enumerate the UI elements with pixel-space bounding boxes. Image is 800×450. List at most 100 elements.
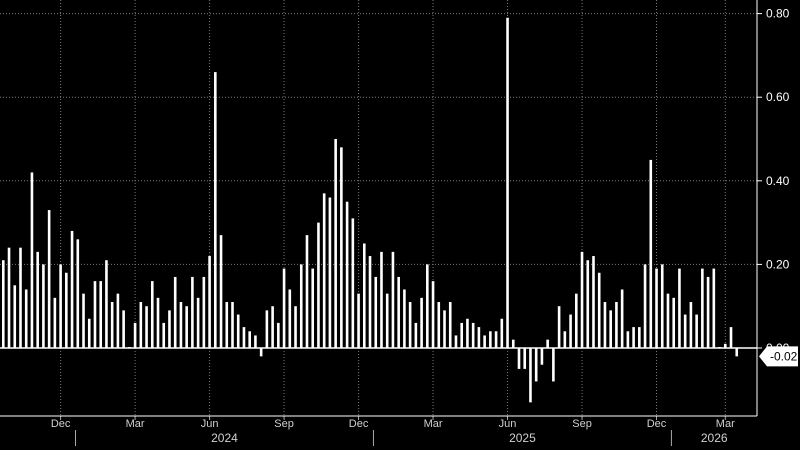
bar — [557, 306, 561, 348]
x-tick-label: Mar — [126, 418, 145, 430]
bar — [511, 339, 515, 348]
bar — [248, 331, 251, 348]
bar — [65, 272, 68, 348]
last-value-label: -0.02 — [770, 349, 798, 363]
bar — [615, 302, 618, 348]
x-tick-label: Sep — [572, 418, 592, 430]
bar — [322, 193, 326, 348]
bar — [288, 289, 292, 348]
last-value-marker: -0.02 — [759, 346, 798, 367]
y-tick-label: 0.80 — [766, 7, 790, 21]
bar — [426, 264, 429, 348]
bar — [196, 297, 200, 348]
bar — [443, 310, 446, 348]
bar — [494, 331, 498, 348]
bar — [340, 147, 343, 348]
bar — [2, 260, 5, 348]
bar — [523, 348, 527, 369]
bar — [471, 322, 475, 348]
bar — [414, 322, 418, 348]
bar — [460, 322, 463, 348]
bar — [666, 293, 670, 348]
bar — [632, 327, 635, 348]
bar — [299, 264, 303, 348]
bar — [122, 310, 125, 348]
bar — [219, 235, 223, 348]
bar — [448, 302, 452, 348]
bar — [7, 247, 11, 348]
bar — [403, 289, 406, 348]
bar — [13, 285, 17, 348]
bar — [133, 322, 137, 348]
bar — [168, 310, 171, 348]
bar — [93, 281, 97, 348]
bar — [282, 268, 286, 348]
bar — [105, 260, 108, 348]
bar — [454, 335, 458, 348]
y-tick-label: 0.40 — [766, 174, 790, 188]
bar — [254, 335, 257, 348]
bar — [202, 276, 206, 348]
bar — [500, 318, 504, 348]
bar — [242, 327, 246, 348]
bar — [683, 314, 687, 348]
bar — [437, 302, 441, 348]
bar — [397, 276, 400, 348]
bar — [294, 306, 297, 348]
bars — [2, 17, 739, 403]
bar — [408, 302, 412, 348]
bar — [529, 348, 532, 403]
x-tick-label: Sep — [274, 418, 294, 430]
bar — [76, 239, 80, 348]
bar — [540, 348, 544, 365]
bar — [82, 293, 85, 348]
bar — [672, 297, 676, 348]
bar — [42, 264, 45, 348]
bar — [718, 347, 721, 348]
bar — [214, 72, 217, 349]
year-label: 2026 — [701, 431, 728, 445]
bar — [706, 276, 710, 348]
bar — [689, 302, 693, 348]
bar — [99, 281, 103, 348]
bar — [368, 256, 372, 348]
bar — [431, 281, 435, 348]
bar — [191, 276, 194, 348]
bar — [179, 302, 183, 348]
bar — [317, 222, 320, 348]
bar — [638, 327, 641, 348]
bar — [723, 343, 727, 348]
bar — [271, 306, 274, 348]
bar — [145, 306, 148, 348]
bar — [380, 251, 383, 348]
bar — [351, 218, 355, 348]
bar — [391, 251, 395, 348]
bar — [139, 302, 143, 348]
bar — [729, 327, 733, 348]
bar — [150, 281, 154, 348]
bar — [660, 264, 664, 348]
bar — [259, 348, 263, 357]
x-tick-label: Jun — [201, 418, 219, 430]
bar — [506, 17, 509, 349]
x-tick-label: Dec — [647, 418, 667, 430]
bar — [546, 339, 549, 348]
bar — [19, 247, 22, 348]
bar — [552, 348, 555, 382]
bar — [466, 318, 469, 348]
bar — [208, 256, 211, 348]
bar — [420, 297, 423, 348]
bar — [534, 348, 538, 382]
bar — [362, 243, 366, 348]
bar — [231, 302, 234, 348]
bar — [609, 310, 612, 348]
bar — [597, 272, 601, 348]
y-tick-label: 0.60 — [766, 90, 790, 104]
bar — [185, 306, 188, 348]
bar — [489, 331, 492, 348]
last-value-box — [759, 346, 798, 367]
bar — [30, 172, 34, 348]
bar — [575, 293, 578, 348]
bar — [735, 348, 739, 357]
bar — [586, 260, 590, 348]
